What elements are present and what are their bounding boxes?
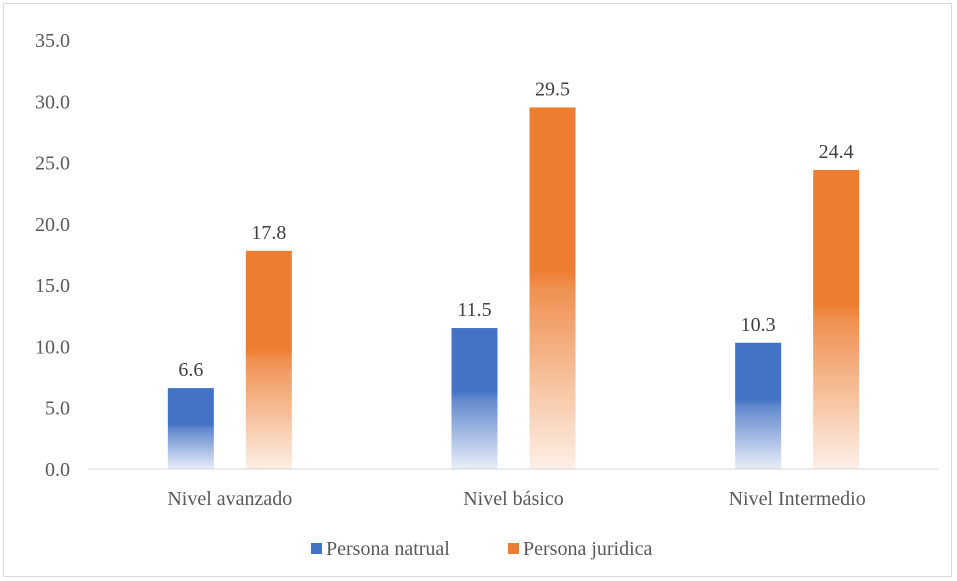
data-label: 24.4 <box>819 141 854 163</box>
data-labels: 6.6 17.8 11.5 29.5 10.3 24.4 <box>178 78 853 381</box>
y-tick-label: 5.0 <box>45 398 70 420</box>
bar <box>167 388 214 469</box>
data-label: 10.3 <box>741 314 776 336</box>
y-tick-label: 30.0 <box>35 91 70 113</box>
bar <box>451 328 498 469</box>
data-label: 29.5 <box>535 78 570 100</box>
bar <box>813 169 860 469</box>
legend-swatch <box>311 543 322 554</box>
bar <box>529 107 576 470</box>
y-tick-label: 10.0 <box>35 336 70 358</box>
y-tick-label: 20.0 <box>35 214 70 236</box>
bars <box>167 107 860 470</box>
bar <box>735 342 782 469</box>
y-tick-label: 25.0 <box>35 153 70 175</box>
x-tick-label: Nivel Intermedio <box>729 488 866 510</box>
data-label: 11.5 <box>457 299 491 321</box>
legend-label: Persona juridica <box>523 538 653 560</box>
y-tick-label: 0.0 <box>45 459 70 481</box>
legend-swatch <box>508 543 519 554</box>
y-tick-label: 35.0 <box>35 30 70 52</box>
data-label: 6.6 <box>178 359 203 381</box>
chart-frame <box>3 3 952 577</box>
bar <box>245 250 292 469</box>
legend-label: Persona natrual <box>326 538 450 560</box>
y-tick-label: 15.0 <box>35 275 70 297</box>
x-tick-label: Nivel básico <box>463 488 564 510</box>
x-axis: Nivel avanzado Nivel básico Nivel Intermed… <box>88 468 939 510</box>
y-axis: 0.0 5.0 10.0 15.0 20.0 25.0 30.0 35.0 <box>35 30 70 481</box>
x-tick-label: Nivel avanzado <box>167 488 292 510</box>
legend: Persona natrual Persona juridica <box>311 538 653 560</box>
data-label: 17.8 <box>251 222 286 244</box>
